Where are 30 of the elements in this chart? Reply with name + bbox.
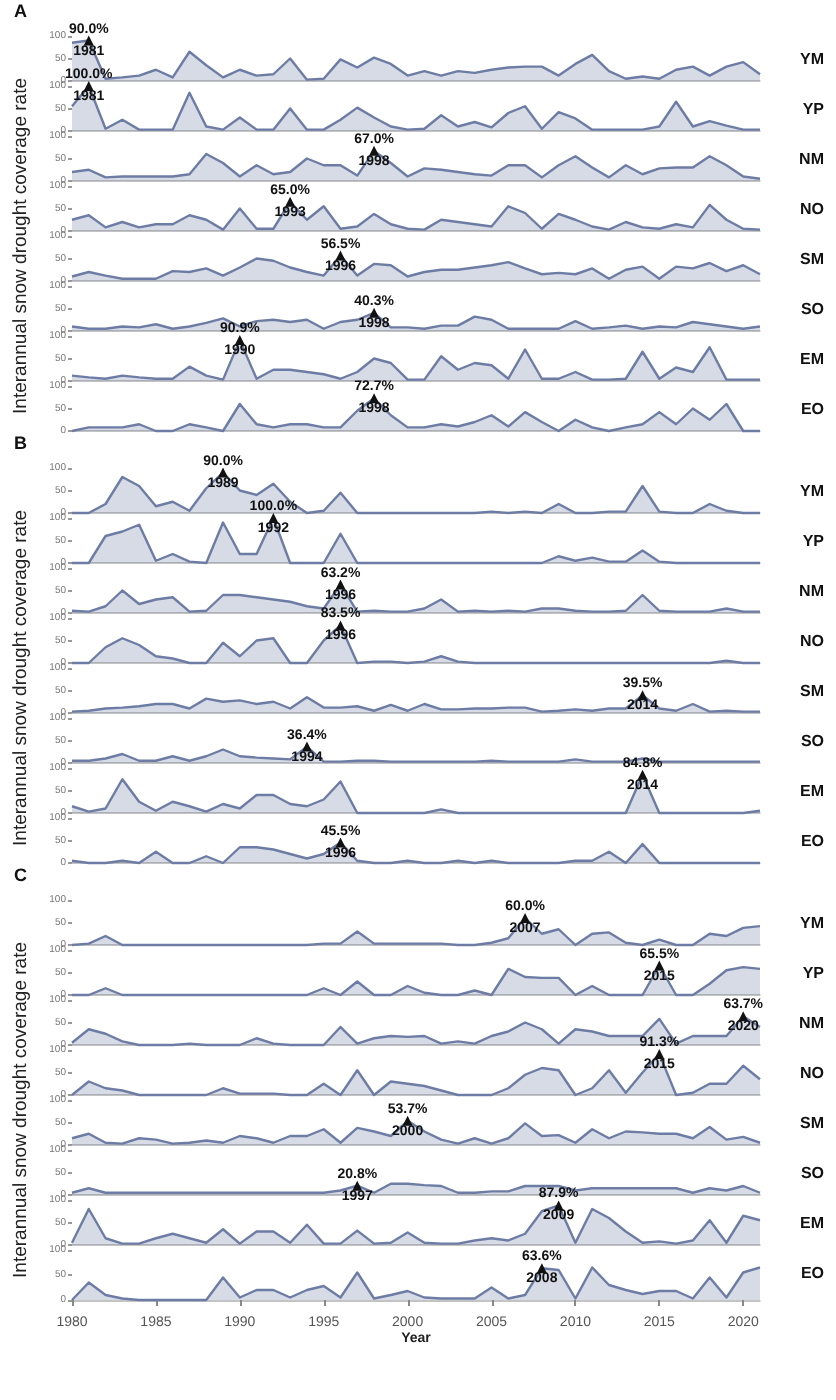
text: SO [800, 1164, 825, 1182]
text: SM [800, 682, 825, 700]
text: EO [800, 832, 825, 850]
text: NM [799, 1014, 825, 1032]
y-axis-title: Interannual snow drought coverage rate [9, 510, 31, 846]
text: YP [802, 532, 826, 550]
y-axis-title: Interannual snow drought coverage rate [9, 78, 31, 414]
text: EM [800, 350, 825, 368]
text: YP [802, 100, 826, 118]
chart-title: A [14, 1, 28, 21]
text: SO [800, 300, 825, 318]
text: NO [800, 1064, 824, 1082]
text: NM [799, 582, 825, 600]
chart-title: B [14, 433, 28, 453]
text: EM [800, 782, 825, 800]
text: EO [800, 1264, 825, 1282]
text: NO [800, 200, 824, 218]
text: NM [799, 150, 825, 168]
text: SM [800, 250, 825, 268]
text: YP [802, 964, 826, 982]
text: EM [800, 1214, 825, 1232]
text: YM [800, 50, 825, 68]
text: NO [800, 632, 824, 650]
text: SO [800, 732, 825, 750]
text: YM [800, 914, 825, 932]
text: EO [800, 400, 825, 418]
text: YM [800, 482, 825, 500]
text: SM [800, 1114, 825, 1132]
chart-title: C [14, 865, 28, 885]
y-axis-title: Interannual snow drought coverage rate [9, 942, 31, 1278]
